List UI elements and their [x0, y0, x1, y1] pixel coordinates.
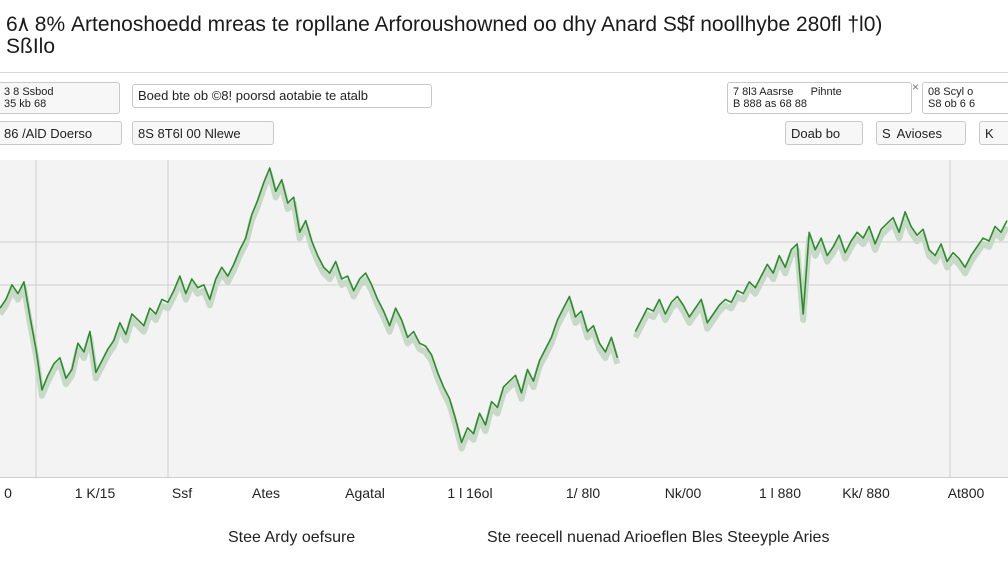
x-tick-label: Ssf [172, 485, 192, 501]
close-icon[interactable]: × [912, 80, 920, 94]
x-tick-label: Nk/00 [665, 485, 702, 501]
caption-left: Stee Ardy oefsure [228, 529, 356, 546]
avioses-button[interactable]: S Avioses [876, 121, 966, 145]
series-line [0, 167, 1008, 444]
x-axis-line [0, 477, 1008, 478]
toolbar-info-box: 3 8 Ssbod 35 kb 68 [0, 82, 120, 114]
settings-box-line-2: B 888 as 68 88 [733, 98, 808, 110]
doab-button[interactable]: Doab bo [785, 121, 863, 145]
title-line-1: 6٨ 8% Artenoshoedd mreas te ropllane Arf… [6, 13, 883, 36]
info-box-line-2: 35 kb 68 [4, 98, 47, 110]
plot-area [0, 160, 1008, 478]
k-button[interactable]: K [979, 121, 1008, 145]
x-axis-ticks: 0 1 K/15 Ssf Ates Agatal 1 l 16ol 1/ 8l0 Nk/00 1… [4, 485, 985, 501]
toolbar-divider [0, 72, 1008, 73]
search-input-value: Boed bte ob ©8! poorsd aotabie te atalb [138, 88, 369, 103]
x-tick-label: 1/ 8l0 [566, 485, 600, 501]
series-shadow-0 [0, 171, 621, 452]
search-input[interactable]: Boed bte ob ©8! poorsd aotabie te atalb [132, 84, 432, 108]
series-segment-1 [634, 210, 1008, 332]
x-tick-label: 0 [4, 485, 12, 501]
range-button[interactable]: 8S 8T6l 00 Nlewe [132, 121, 274, 145]
settings-box-line-1: 7 8l3 Aasrse Pihnte [733, 86, 842, 98]
series-shading [0, 171, 1008, 452]
chart-title: 6٨ 8% Artenoshoedd mreas te ropllane Arf… [6, 14, 882, 58]
k-button-label: K [985, 126, 994, 141]
avioses-button-label: Avioses [896, 126, 942, 141]
avioses-button-prefix: S [882, 126, 891, 141]
x-tick-label: Kk/ 880 [842, 485, 890, 501]
scale-box-line-2: S8 ob 6 6 [928, 98, 976, 110]
x-tick-label: 1 l 880 [759, 485, 801, 501]
doab-button-label: Doab bo [791, 126, 841, 141]
source-button[interactable]: 86 /AlD Doerso [0, 121, 122, 145]
range-button-label: 8S 8T6l 00 Nlewe [138, 126, 241, 141]
series-segment-0 [0, 167, 619, 444]
line-chart [0, 160, 1008, 478]
title-line-2: SßIlo [6, 35, 56, 58]
x-tick-label: 1 K/15 [75, 485, 116, 501]
caption-right: Ste reecell nuenad Arioeflen Bles Steeyp… [487, 529, 830, 546]
x-tick-label: 1 l 16ol [447, 485, 492, 501]
x-tick-label: Ates [252, 485, 280, 501]
x-tick-label: Agatal [345, 485, 385, 501]
series-shadow-1 [632, 214, 1008, 339]
settings-box-right-label: Pihnte [810, 86, 842, 98]
info-box-line-1: 3 8 Ssbod [4, 86, 54, 98]
source-button-label: 86 /AlD Doerso [4, 126, 93, 141]
x-tick-label: At800 [948, 485, 985, 501]
scale-box-line-1: 08 Scyl o [928, 86, 974, 98]
settings-box[interactable]: 7 8l3 Aasrse Pihnte B 888 as 68 88 [727, 82, 912, 114]
scale-box[interactable]: 08 Scyl o S8 ob 6 6 [922, 82, 1008, 114]
